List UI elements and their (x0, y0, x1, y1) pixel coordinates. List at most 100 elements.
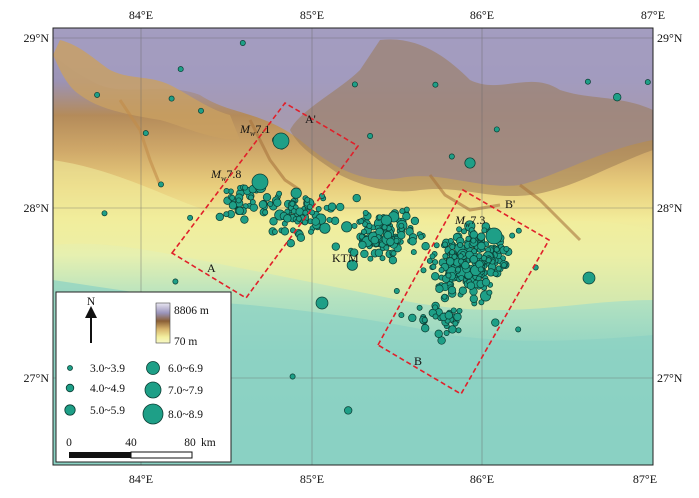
lon-tick-84-bottom: 84°E (129, 472, 153, 486)
legend: N 8806 m 70 m 3.0~3.9 4.0~4.9 5.0~5.9 6.… (55, 291, 232, 463)
earthquake-marker (346, 259, 358, 271)
earthquake-marker (432, 313, 439, 320)
earthquake-marker (469, 294, 478, 303)
label-mw73: Mw7.3 (454, 213, 485, 229)
earthquake-marker (493, 246, 500, 253)
earthquake-marker (370, 236, 379, 245)
elev-max-label: 8806 m (174, 305, 209, 317)
earthquake-marker (397, 231, 406, 240)
earthquake-marker (351, 222, 358, 229)
earthquake-marker (350, 248, 359, 257)
earthquake-marker (223, 211, 230, 218)
earthquake-marker (398, 222, 405, 229)
lon-labels-top: 84°E 85°E 86°E 87°E (129, 8, 665, 22)
earthquake-marker (435, 284, 444, 293)
earthquake-marker (276, 190, 283, 197)
profile-boxes (170, 101, 551, 396)
earthquake-marker (240, 215, 249, 224)
earthquake-marker (388, 256, 398, 265)
earthquake-marker (432, 304, 439, 311)
earthquake-marker (458, 286, 468, 295)
earthquake-marker (455, 327, 462, 334)
scale-tick-0: 0 (66, 437, 72, 449)
mag-symbol-8 (142, 403, 164, 425)
earthquake-marker (449, 243, 456, 250)
earthquake-marker (283, 214, 292, 223)
earthquake-marker (408, 237, 417, 246)
earthquake-marker (408, 313, 417, 323)
earthquake-marker (330, 216, 340, 225)
earthquake-layer (94, 40, 651, 415)
earthquake-marker (302, 209, 309, 216)
earthquake-marker (168, 95, 175, 102)
label-mw71: Mw7.1 (239, 122, 270, 138)
earthquake-marker (503, 245, 510, 252)
earthquake-marker (311, 217, 320, 226)
earthquake-marker (420, 267, 427, 274)
earthquake-marker (444, 311, 453, 320)
earthquake-marker (228, 201, 238, 210)
earthquake-marker (582, 271, 596, 285)
earthquake-marker (358, 218, 365, 225)
earthquake-marker (477, 266, 484, 273)
earthquake-marker (466, 281, 476, 290)
earthquake-marker (456, 226, 463, 233)
earthquake-marker (380, 214, 392, 226)
earthquake-marker (481, 227, 488, 234)
earthquake-marker (410, 249, 417, 256)
earthquake-marker (331, 242, 340, 251)
earthquake-marker (416, 304, 423, 311)
earthquake-marker (453, 312, 462, 322)
earthquake-marker (398, 312, 405, 319)
earthquake-marker (458, 274, 465, 281)
earthquake-marker (448, 325, 457, 334)
earthquake-marker (477, 232, 486, 241)
earthquake-marker (94, 91, 101, 98)
earthquake-marker (446, 257, 455, 266)
earthquake-marker (235, 197, 242, 204)
mag-class-4: 4.0~4.9 (90, 383, 125, 395)
earthquake-marker (315, 296, 329, 310)
label-profile-b: B (414, 354, 422, 368)
earthquake-marker (399, 208, 406, 215)
earthquake-marker (215, 212, 224, 222)
earthquake-marker (142, 130, 149, 137)
earthquake-marker (273, 198, 282, 207)
earthquake-marker (374, 248, 384, 257)
earthquake-marker (486, 289, 493, 296)
label-profile-a: A (207, 261, 216, 275)
label-profile-a-prime: A' (305, 112, 316, 126)
earthquake-marker (515, 326, 522, 333)
earthquake-marker (290, 187, 302, 199)
earthquake-marker (584, 78, 591, 85)
earthquake-marker (393, 237, 400, 244)
earthquake-marker (367, 255, 374, 262)
lon-tick-85-top: 85°E (300, 8, 324, 22)
earthquake-marker (319, 193, 325, 199)
earthquake-marker (431, 272, 440, 281)
elev-min-label: 70 m (174, 336, 197, 348)
earthquake-marker (485, 227, 503, 245)
earthquake-marker (613, 93, 622, 102)
earthquake-marker (289, 200, 296, 207)
map-frame (52, 27, 654, 466)
earthquake-marker (315, 206, 322, 212)
scale-tick-40: 40 (125, 437, 137, 449)
earthquake-marker (177, 66, 184, 73)
earthquake-marker (379, 255, 386, 262)
earthquake-marker (410, 216, 420, 226)
earthquake-marker (443, 330, 450, 336)
earthquake-marker (223, 188, 230, 194)
earthquake-marker (198, 107, 204, 114)
earthquake-marker (341, 221, 353, 233)
earthquake-marker (451, 253, 458, 260)
earthquake-marker (172, 278, 179, 285)
earthquake-marker (366, 223, 373, 229)
earthquake-marker (644, 79, 651, 86)
north-arrow-icon (85, 306, 97, 343)
mag-class-5: 5.0~5.9 (90, 405, 125, 417)
earthquake-marker (381, 224, 388, 231)
mag-symbol-3 (67, 365, 73, 371)
earthquake-marker (302, 219, 308, 226)
earthquake-marker (421, 324, 430, 333)
